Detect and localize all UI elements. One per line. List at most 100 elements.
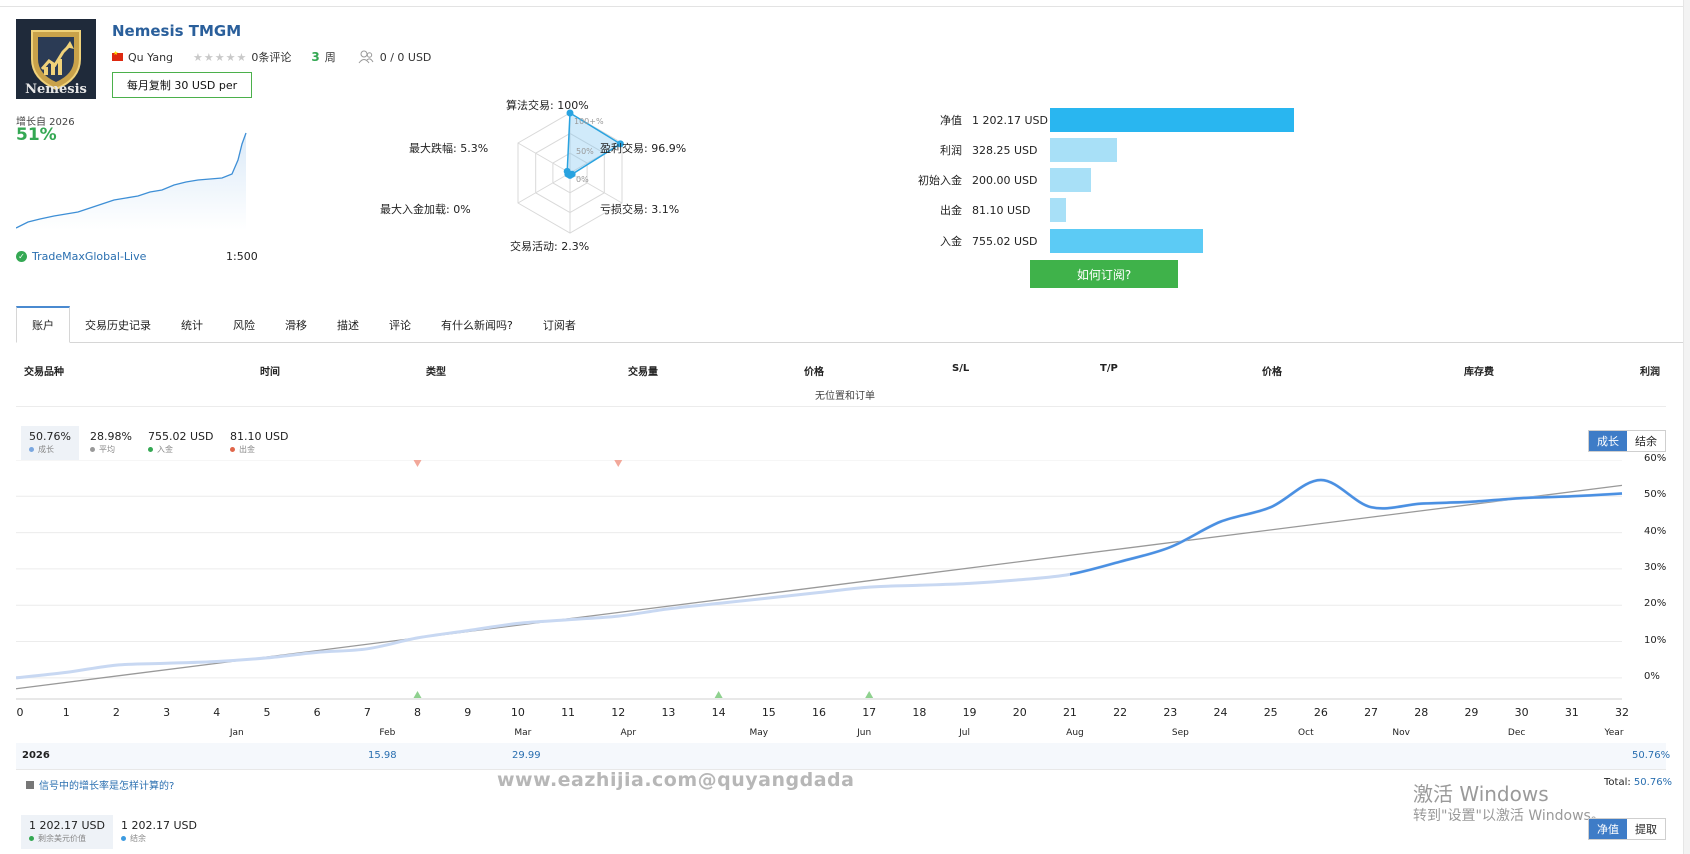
- legend-value: 1 202.17 USD: [121, 819, 197, 832]
- x-tick-label: 27: [1364, 706, 1379, 719]
- legend-value: 1 202.17 USD: [29, 819, 105, 832]
- windows-activation-title: 激活 Windows: [1413, 782, 1549, 806]
- tab-item[interactable]: 账户: [16, 306, 70, 343]
- balance-bar: [1050, 108, 1294, 132]
- withdraw-toggle-button[interactable]: 提取: [1627, 819, 1665, 839]
- legend-item[interactable]: 755.02 USD 入金: [140, 426, 222, 460]
- x-tick-label: 2: [112, 706, 120, 719]
- positions-column-header[interactable]: 价格: [804, 367, 824, 378]
- x-tick-label: 17: [862, 706, 877, 719]
- month-label: Apr: [620, 728, 637, 738]
- weeks-value: 3: [311, 50, 320, 64]
- growth-value: 51%: [16, 125, 57, 145]
- x-tick-label: 20: [1012, 706, 1027, 719]
- year-feb-value: 15.98: [368, 750, 397, 761]
- positions-column-header[interactable]: 类型: [426, 367, 446, 378]
- positions-column-header[interactable]: 交易量: [628, 367, 658, 378]
- positions-column-header[interactable]: 价格: [1262, 367, 1282, 378]
- tab-item[interactable]: 订阅者: [542, 318, 576, 332]
- positions-column-header[interactable]: 库存费: [1464, 367, 1494, 378]
- growth-balance-toggle: 成长 结余: [1588, 430, 1666, 452]
- growth-calc-link-text[interactable]: 信号中的增长率是怎样计算的?: [39, 781, 175, 792]
- month-label: Mar: [514, 728, 532, 738]
- deposit-marker-icon[interactable]: [413, 691, 422, 698]
- rating-stars-icon[interactable]: ★★★★★: [193, 50, 248, 64]
- x-tick-label: 13: [661, 706, 676, 719]
- balance-toggle-button[interactable]: 结余: [1627, 431, 1665, 451]
- x-tick-label: 18: [912, 706, 927, 719]
- withdrawal-marker-icon[interactable]: [413, 460, 422, 467]
- tab-item[interactable]: 滑移: [285, 318, 307, 332]
- balance-bar: [1050, 229, 1203, 253]
- radar-label-loss: 亏损交易: 3.1%: [600, 203, 680, 216]
- signal-logo: Nemesis: [16, 19, 96, 99]
- verified-check-icon: ✓: [16, 251, 27, 262]
- tab-bar: 账户 交易历史记录 统计 风险 滑移 描述 评论 有什么新闻吗? 订阅者: [16, 306, 1683, 343]
- broker-name[interactable]: TradeMaxGlobal-Live: [32, 250, 147, 263]
- author-name[interactable]: Qu Yang: [128, 50, 174, 64]
- how-to-subscribe-button[interactable]: 如何订阅?: [1030, 260, 1178, 288]
- legend-item[interactable]: 1 202.17 USD 结余: [113, 815, 205, 849]
- positions-column-header[interactable]: T/P: [1100, 363, 1118, 374]
- top-border: [0, 6, 1690, 7]
- growth-toggle-button[interactable]: 成长: [1589, 431, 1627, 451]
- legend-value: 755.02 USD: [148, 430, 214, 443]
- radar-ring-100: 100+%: [574, 117, 604, 126]
- tab-item[interactable]: 统计: [181, 318, 203, 332]
- info-square-icon: [26, 780, 34, 789]
- balance-bar: [1050, 168, 1091, 192]
- legend-item[interactable]: 1 202.17 USD 剩余美元价值: [21, 815, 113, 849]
- legend-item[interactable]: 50.76% 成长: [21, 426, 79, 460]
- x-tick-label: 8: [414, 706, 421, 719]
- year-table-row: [16, 743, 1666, 769]
- deposit-marker-icon[interactable]: [865, 691, 874, 698]
- page-scrollbar[interactable]: [1683, 0, 1690, 854]
- x-tick-label: 22: [1113, 706, 1128, 719]
- balance-label: 利润: [940, 144, 962, 157]
- tab-item[interactable]: 有什么新闻吗?: [441, 318, 513, 332]
- growth-since-label: 增长自 2026: [16, 117, 75, 128]
- balance-value: 200.00 USD: [972, 173, 1038, 187]
- month-label: Oct: [1298, 728, 1314, 738]
- signal-title[interactable]: Nemesis TMGM: [112, 22, 242, 40]
- legend-item[interactable]: 81.10 USD 出金: [222, 426, 297, 460]
- positions-column-header[interactable]: 交易品种: [24, 367, 64, 378]
- copy-signal-button[interactable]: 每月复制 30 USD per: [112, 72, 252, 98]
- y-tick-label: 20%: [1644, 598, 1667, 610]
- x-tick-label: 4: [213, 706, 221, 719]
- positions-column-header[interactable]: S/L: [952, 363, 970, 374]
- legend-name: 出金: [239, 445, 255, 454]
- radar-label-activity: 交易活动: 2.3%: [510, 240, 590, 253]
- x-tick-label: 1: [62, 706, 70, 719]
- growth-sparkline: [16, 132, 247, 230]
- month-label: May: [749, 728, 769, 738]
- x-tick-label: 12: [611, 706, 626, 719]
- tab-item[interactable]: 交易历史记录: [85, 318, 151, 332]
- balance-row: 净值 1 202.17 USD: [900, 108, 1294, 132]
- positions-column-header[interactable]: 时间: [260, 367, 280, 378]
- x-tick-label: 6: [313, 706, 321, 719]
- year-label: 2026: [22, 750, 50, 761]
- tab-item[interactable]: 评论: [389, 318, 411, 332]
- withdrawal-marker-icon[interactable]: [614, 460, 623, 467]
- balance-bar: [1050, 198, 1066, 222]
- positions-column-header[interactable]: 利润: [1640, 367, 1660, 378]
- total-label: Total:: [1604, 777, 1631, 788]
- equity-toggle-button[interactable]: 净值: [1589, 819, 1627, 839]
- radar-point: [616, 140, 624, 148]
- month-label: Jun: [857, 728, 872, 738]
- balance-row: 出金 81.10 USD: [900, 198, 1066, 222]
- growth-calc-link[interactable]: 信号中的增长率是怎样计算的?: [26, 777, 174, 792]
- legend-item[interactable]: 28.98% 平均: [82, 426, 140, 460]
- growth-series-line[interactable]: [16, 478, 1623, 678]
- growth-chart[interactable]: [16, 460, 1636, 700]
- y-tick-label: 30%: [1644, 561, 1667, 573]
- deposit-marker-icon[interactable]: [714, 691, 723, 698]
- x-tick-label: 24: [1213, 706, 1228, 719]
- legend-dot-icon: [29, 447, 34, 452]
- tab-item[interactable]: 风险: [233, 318, 255, 332]
- reviews-count[interactable]: 0条评论: [251, 51, 292, 64]
- broker-link[interactable]: ✓ TradeMaxGlobal-Live: [16, 250, 146, 263]
- tab-item[interactable]: 描述: [337, 318, 359, 332]
- balance-value: 328.25 USD: [972, 143, 1038, 157]
